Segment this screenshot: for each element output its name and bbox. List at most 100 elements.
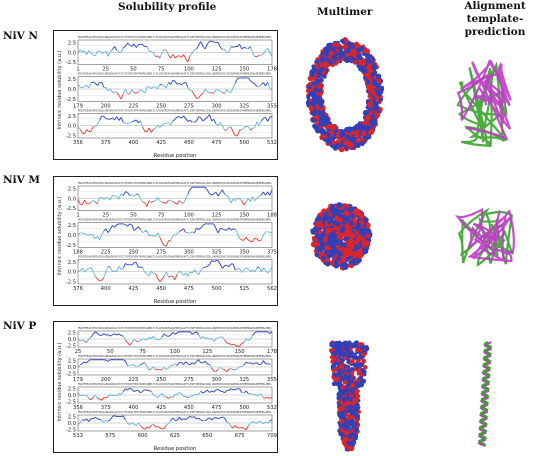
x-tick-label: 375 [101, 405, 111, 411]
solubility-curve-segment [105, 359, 109, 362]
solubility-curve-segment [247, 77, 251, 82]
atom-sphere [347, 435, 352, 440]
solubility-curve-segment [151, 200, 154, 203]
atom-sphere [319, 127, 326, 134]
solubility-curve-segment [187, 415, 191, 419]
solubility-curve-segment [226, 195, 230, 199]
solubility-curve-segment [103, 116, 107, 120]
solubility-curve-segment [226, 126, 230, 131]
solubility-curve-segment [97, 278, 100, 282]
solubility-curve-segment [254, 55, 258, 58]
x-tick-label: 325 [212, 249, 222, 255]
atom-sphere [360, 124, 367, 131]
x-tick-label: 179 [73, 103, 83, 109]
solubility-curve-segment [90, 333, 94, 338]
solubility-curve-segment [150, 86, 154, 89]
solubility-curve-segment [176, 231, 180, 235]
solubility-curve-segment [179, 55, 182, 58]
solubility-curve-segment [243, 46, 247, 49]
solubility-curve-segment [107, 334, 111, 337]
atom-sphere [366, 228, 372, 235]
atom-sphere [314, 78, 321, 85]
solubility-curve-segment [233, 343, 236, 346]
solubility-curve-segment [107, 51, 111, 57]
solubility-curve-segment [157, 55, 161, 59]
solubility-curve-segment [202, 391, 206, 394]
solubility-curve-segment [232, 263, 236, 271]
atom-sphere [366, 73, 371, 79]
solubility-curve-segment [94, 276, 98, 280]
solubility-curve-segment [230, 46, 234, 48]
atom-sphere [342, 263, 348, 268]
solubility-curve-segment [84, 233, 87, 236]
solubility-curve-segment [163, 367, 167, 371]
atom-sphere [341, 258, 347, 263]
solubility-curve-segment [120, 335, 124, 337]
solubility-curve-segment [198, 390, 202, 395]
solubility-curve-segment [189, 415, 193, 418]
atom-sphere [351, 258, 357, 264]
atom-sphere [367, 62, 373, 68]
solubility-curve-segment [94, 51, 98, 56]
solubility-curve-segment [138, 422, 141, 426]
solubility-curve-segment [211, 40, 214, 43]
atom-sphere [326, 48, 331, 53]
solubility-curve-segment [215, 388, 219, 391]
solubility-curve-segment [219, 122, 223, 126]
solubility-curve-segment [127, 423, 130, 425]
solubility-curve-segment [245, 390, 249, 394]
solubility-curve-segment [110, 49, 113, 52]
solubility-curve-segment [168, 396, 171, 399]
y-tick-label: 0.0 [68, 124, 76, 130]
solubility-curve-segment [110, 394, 113, 396]
solubility-curve-segment [217, 388, 221, 392]
solubility-curve-segment [138, 89, 141, 93]
solubility-curve-segment [153, 366, 156, 370]
solubility-curve-segment [84, 418, 87, 421]
solubility-curve-segment [86, 84, 90, 89]
solubility-curve-segment [155, 338, 158, 341]
solubility-curve-segment [138, 120, 141, 124]
solubility-curve-segment [140, 425, 144, 429]
solubility-curve-segment [150, 128, 154, 133]
y-tick-label: 2.5 [68, 223, 76, 229]
solubility-curve-segment [120, 267, 124, 270]
solubility-curve-segment [213, 417, 217, 419]
atom-sphere [347, 420, 353, 425]
solubility-curve-segment [181, 393, 184, 397]
x-tick-label: 178 [267, 349, 277, 355]
atom-sphere [354, 402, 360, 407]
solubility-curve-segment [103, 419, 107, 423]
solubility-curve-segment [114, 46, 118, 51]
sequence-line: MSDIFEEAASFRSYQSKLGRDGRASAATATLTTKIRIFVP… [78, 254, 272, 258]
atom-sphere [352, 142, 358, 148]
solubility-curve-segment [146, 426, 150, 429]
solubility-curve-segment [135, 226, 139, 230]
solubility-curve-segment [192, 416, 195, 418]
solubility-curve-segment [165, 199, 169, 204]
solubility-curve-segment [260, 82, 264, 85]
atom-sphere [361, 369, 366, 375]
atom-sphere [330, 351, 335, 355]
solubility-curve-segment [101, 230, 105, 236]
solubility-curve-segment [258, 239, 262, 242]
solubility-curve-segment [176, 416, 180, 421]
atom-sphere [343, 340, 348, 345]
atom-sphere [306, 95, 311, 100]
atom-sphere [321, 255, 326, 261]
solubility-curve-segment [245, 236, 249, 241]
solubility-curve-segment [194, 48, 197, 51]
solubility-curve-segment [209, 193, 212, 196]
solubility-curve-segment [133, 119, 137, 122]
x-tick-label: 125 [212, 67, 222, 73]
solubility-curve-segment [109, 195, 113, 201]
solubility-curve-segment [172, 417, 176, 421]
x-tick-label: 475 [184, 286, 194, 292]
atom-sphere [323, 214, 330, 221]
solubility-curve-segment [185, 396, 189, 399]
solubility-curve-segment [185, 82, 189, 88]
solubility-curve-segment [267, 331, 271, 334]
atom-sphere [351, 56, 356, 62]
solubility-curve-segment [172, 54, 176, 59]
atom-sphere [317, 246, 323, 252]
